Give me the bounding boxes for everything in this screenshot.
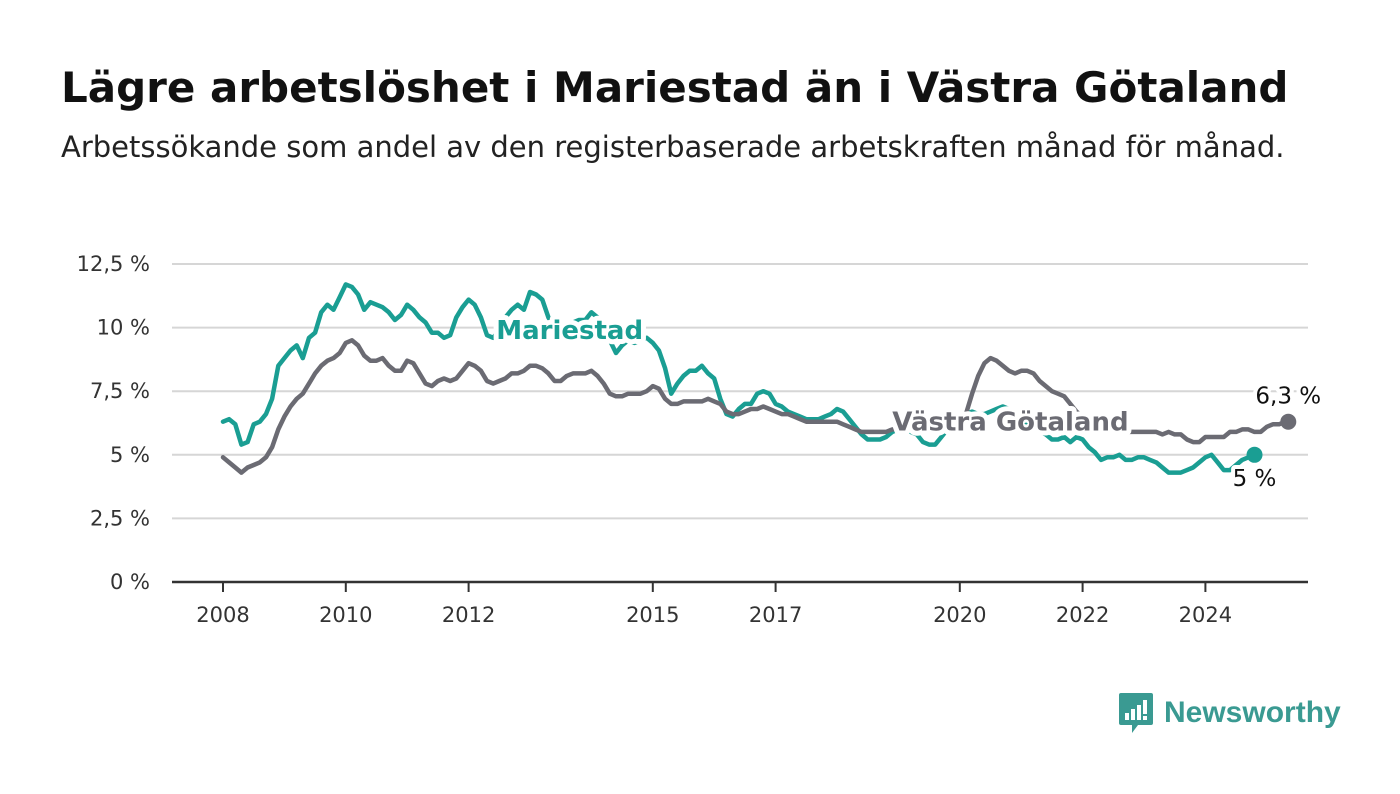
y-tick-label: 5 % <box>110 443 150 467</box>
x-tick-label: 2010 <box>319 603 372 627</box>
page-subtitle: Arbetssökande som andel av den registerb… <box>61 130 1285 164</box>
series-line-v-stra-g-taland <box>220 338 1291 475</box>
y-axis-ticks: 0 % 2,5 % 5 % 7,5 % 10 % 12,5 % <box>77 252 150 594</box>
y-tick-label: 12,5 % <box>77 252 150 276</box>
page-title: Lägre arbetslöshet i Mariestad än i Väst… <box>61 63 1289 112</box>
newsworthy-logo-icon <box>1119 693 1153 733</box>
series-end-value-v-stra-g-taland: 6,3 % <box>1255 384 1321 410</box>
x-tick-label: 2022 <box>1056 603 1109 627</box>
y-gridlines <box>172 263 1308 520</box>
newsworthy-brand: Newsworthy <box>1118 690 1341 736</box>
series-label-v-stra-g-taland: Västra Götaland <box>892 408 1128 438</box>
series-lines <box>220 282 1297 475</box>
series-line-mariestad <box>220 282 1257 475</box>
y-tick-label: 7,5 % <box>90 379 150 403</box>
series-end-value-mariestad: 5 % <box>1233 466 1277 492</box>
x-tick-label: 2024 <box>1179 603 1232 627</box>
x-tick-label: 2012 <box>442 603 495 627</box>
series-label-mariestad: Mariestad <box>496 316 643 346</box>
x-tick-label: 2008 <box>196 603 249 627</box>
x-tick-label: 2017 <box>749 603 802 627</box>
x-axis: 2008 2010 2012 2015 2017 2020 2022 2024 <box>172 580 1308 627</box>
series-end-point-v-stra-g-taland <box>1280 413 1297 430</box>
series-labels: Mariestad 5 % Västra Götaland 6,3 % <box>491 311 1325 496</box>
x-tick-label: 2020 <box>933 603 986 627</box>
y-tick-label: 0 % <box>110 570 150 594</box>
x-tick-label: 2015 <box>626 603 679 627</box>
y-tick-label: 2,5 % <box>90 506 150 530</box>
brand-name: Newsworthy <box>1164 696 1341 729</box>
series-end-point-mariestad <box>1246 446 1263 463</box>
y-tick-label: 10 % <box>97 316 150 340</box>
